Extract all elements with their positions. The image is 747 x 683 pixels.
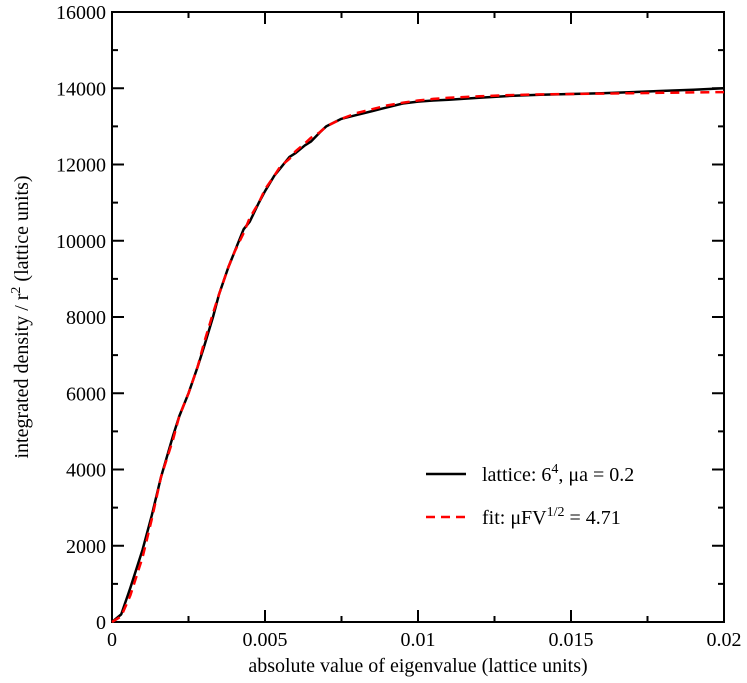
series-line-fit: [111, 90, 725, 624]
y-tick-label: 4000: [66, 460, 106, 482]
legend: lattice: 64, μa = 0.2 fit: μFV1/2 = 4.71: [426, 462, 634, 529]
legend-label-lattice: lattice: 64, μa = 0.2: [482, 462, 634, 486]
legend-lattice-sup: 4: [551, 462, 558, 477]
legend-fit-sup: 1/2: [547, 505, 565, 520]
y-tick-label: 2000: [66, 536, 106, 558]
y-tick-label: 14000: [56, 78, 106, 100]
x-axis-title: absolute value of eigenvalue (lattice un…: [248, 655, 587, 677]
x-tick-label: 0.005: [243, 629, 288, 651]
y-tick-label: 6000: [66, 383, 106, 405]
legend-fit-rest: = 4.71: [565, 507, 621, 529]
legend-lattice-base: lattice: 6: [482, 464, 551, 486]
y-tick-label: 12000: [56, 155, 106, 177]
y-tick-label: 8000: [66, 307, 106, 329]
y-axis-title: integrated density / r2 (lattice units): [9, 175, 33, 458]
y-axis-title-prefix: integrated density / r: [11, 293, 33, 458]
legend-fit-base: fit: μFV: [482, 507, 547, 529]
x-tick-label: 0.02: [707, 629, 742, 651]
y-axis-title-sup: 2: [9, 287, 24, 294]
y-tick-label: 10000: [56, 231, 106, 253]
y-tick-label: 16000: [56, 2, 106, 24]
x-tick-label: 0.015: [549, 629, 594, 651]
tick-labels: 0 0.005 0.01 0.015 0.02 0 2000 4000 6000 8000 1000…: [56, 2, 742, 651]
x-tick-label: 0: [107, 629, 117, 651]
legend-label-fit: fit: μFV1/2 = 4.71: [482, 505, 621, 529]
series-line-lattice: [111, 87, 725, 623]
y-axis-title-suffix: (lattice units): [11, 175, 33, 286]
y-tick-label: 0: [96, 612, 106, 634]
legend-lattice-rest: , μa = 0.2: [558, 464, 634, 486]
plot-frame: [111, 11, 725, 623]
series-layer: [111, 87, 725, 624]
ticks: [111, 11, 725, 623]
x-tick-label: 0.01: [401, 629, 436, 651]
